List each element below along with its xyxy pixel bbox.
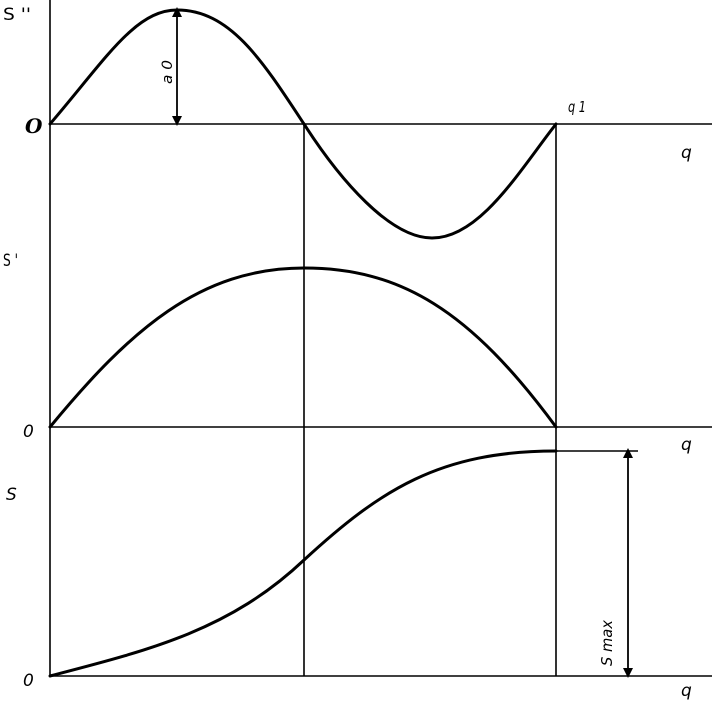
- q-middle-label: q: [681, 435, 692, 455]
- smax-label: S max: [598, 620, 616, 666]
- origin-middle-label: 0: [23, 422, 34, 442]
- acceleration-curve: [48, 8, 558, 240]
- s-first-derivative-label: S ': [3, 251, 18, 271]
- velocity-curve: [48, 266, 558, 429]
- q-top-label: q: [681, 143, 692, 163]
- q-bottom-label: q: [681, 681, 692, 701]
- s-label: S: [6, 485, 17, 505]
- a0-label: a 0: [160, 60, 176, 84]
- q1-label: q 1: [568, 98, 586, 116]
- displacement-curve: [48, 449, 558, 678]
- origin-top-label: O: [25, 114, 43, 138]
- s-second-derivative-label: S '': [3, 5, 31, 25]
- origin-bottom-label: 0: [23, 671, 34, 691]
